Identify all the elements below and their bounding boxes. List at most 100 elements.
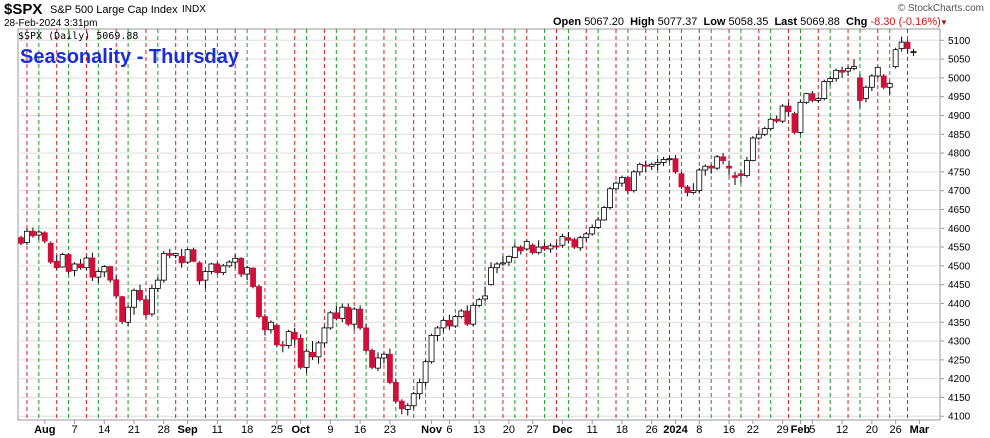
candle-up: [375, 357, 381, 369]
open-label: Open: [553, 16, 582, 28]
series-legend: $SPX (Daily) 5069.88: [18, 31, 139, 42]
x-tick-label: 2024: [663, 424, 688, 436]
candle-down: [89, 257, 96, 278]
chg-value: -8.30 (-0.16%): [870, 16, 941, 28]
candle-down: [357, 308, 364, 329]
candle-down: [363, 327, 370, 351]
candle-up: [381, 353, 387, 359]
candle-up: [83, 257, 90, 269]
candle-up: [101, 266, 108, 273]
candle-down: [178, 256, 185, 264]
candle-up: [95, 271, 102, 278]
gridlines: [18, 39, 940, 417]
y-tick-label: 4700: [948, 186, 971, 197]
candle-up: [184, 249, 191, 263]
candle-down: [166, 253, 173, 256]
candle-down: [279, 344, 286, 347]
x-tick-label: 28: [158, 424, 170, 436]
candle-down: [773, 118, 780, 122]
candle-up: [845, 68, 851, 72]
last-value: 5069.88: [800, 16, 840, 28]
candle-down: [238, 257, 245, 275]
candle-up: [690, 190, 697, 193]
y-tick-label: 4400: [948, 299, 971, 310]
plot-area: [17, 28, 941, 421]
candle-up: [160, 253, 167, 281]
candle-up: [654, 162, 661, 165]
candle-up: [511, 246, 518, 258]
candle-up: [636, 163, 643, 173]
candle-up: [125, 306, 131, 323]
low-value: 5058.35: [728, 16, 769, 28]
candle-up: [327, 312, 334, 329]
candle-up: [601, 207, 607, 221]
x-tick-label: 13: [473, 424, 485, 436]
candle-up: [220, 265, 227, 274]
x-tick-label: Mar: [910, 424, 930, 436]
y-tick-label: 4850: [948, 130, 971, 141]
y-tick-label: 4900: [948, 111, 971, 122]
candle-up: [131, 289, 137, 308]
candle-down: [18, 237, 24, 244]
candle-up: [410, 393, 417, 407]
candle-up: [232, 257, 239, 263]
y-tick-label: 4800: [948, 149, 971, 160]
candle-down: [553, 245, 560, 248]
candle-up: [476, 299, 483, 306]
candle-up: [660, 159, 667, 163]
seasonal-lines: [26, 29, 909, 420]
x-tick-label: 29: [776, 424, 788, 436]
candle-down: [517, 246, 524, 252]
y-tick-label: 5000: [948, 73, 971, 84]
candle-down: [446, 319, 453, 327]
dropdown-triangle-icon[interactable]: ▼: [940, 18, 948, 27]
candle-up: [523, 241, 530, 250]
candle-down: [250, 267, 256, 287]
symbol: $SPX: [4, 1, 43, 18]
candle-down: [529, 244, 536, 254]
x-tick-label: 26: [646, 424, 658, 436]
candle-down: [398, 400, 405, 410]
candle-up: [315, 342, 322, 358]
candle-down: [41, 232, 48, 242]
candle-up: [874, 66, 881, 77]
x-tick-label: 6: [446, 424, 452, 436]
open-value: 5067.20: [584, 16, 624, 28]
candle-up: [452, 316, 459, 327]
candle-up: [827, 78, 834, 83]
candle-down: [642, 164, 649, 167]
candle-up: [630, 171, 637, 192]
candle-up: [440, 319, 447, 329]
candle-up: [71, 263, 78, 271]
y-tick-label: 4750: [948, 167, 971, 178]
candle-up: [470, 304, 477, 325]
candle-down: [119, 296, 126, 322]
candle-up: [559, 236, 566, 246]
candle-up: [886, 83, 893, 88]
candle-up: [779, 105, 786, 122]
y-tick-label: 4150: [948, 393, 971, 404]
candle-down: [672, 158, 679, 173]
candle-down: [113, 279, 120, 297]
candle-down: [214, 263, 221, 274]
candle-down: [333, 312, 340, 319]
x-tick-label: 22: [747, 424, 759, 436]
candle-down: [386, 353, 393, 383]
candle-up: [226, 261, 233, 267]
candle-down: [392, 382, 399, 402]
candle-up: [619, 177, 625, 184]
x-tick-label: 21: [128, 424, 140, 436]
x-tick-label: 20: [503, 424, 515, 436]
x-tick-label: 18: [616, 424, 628, 436]
x-tick-label: 18: [241, 424, 253, 436]
candle-down: [262, 316, 268, 331]
x-tick-label: 26: [890, 424, 902, 436]
candle-up: [154, 279, 161, 289]
candle-up: [303, 350, 310, 368]
candle-up: [851, 66, 857, 69]
candle-down: [47, 242, 54, 263]
x-tick-label: 16: [723, 424, 735, 436]
candle-down: [904, 41, 911, 49]
candle-up: [577, 237, 584, 249]
